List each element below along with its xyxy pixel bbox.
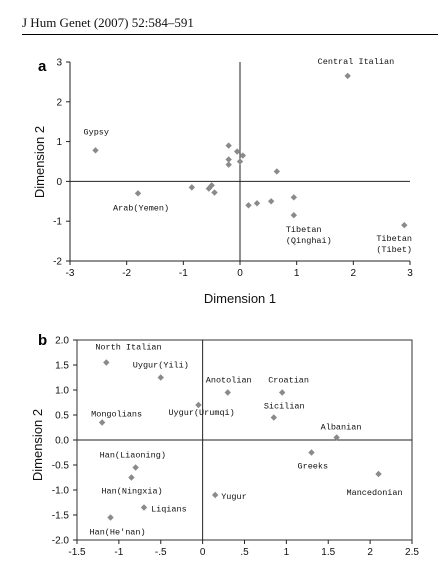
panel-b-y-tick-label: -2.0: [52, 536, 70, 547]
panel-a-point: [236, 158, 244, 165]
panel-a-y-tick-label: -2: [53, 257, 62, 268]
panel-a-point-label: (Tibet): [376, 245, 412, 255]
panel-a-point: [188, 184, 196, 191]
panel-b-x-tick-label: 2.5: [405, 547, 419, 558]
panel-b-point-label: Han(Ningxia): [101, 487, 162, 497]
panel-b-point-sicilian: [270, 414, 278, 421]
panel-b-point-mongolians: [98, 419, 106, 426]
panel-a-point: [273, 168, 281, 175]
panel-b-point-label: Sicilian: [264, 402, 305, 412]
panel-b-y-tick-label: 0.5: [55, 411, 69, 422]
panel-b-point-mancedonian: [375, 470, 382, 478]
panel-b-x-tick-label: 1: [284, 547, 290, 558]
panel-b-point-han-he-nan: [107, 514, 114, 521]
panel-b-point-yugur: [211, 491, 219, 499]
panel-a-x-tick-label: 0: [237, 268, 243, 279]
panel-a-point: [267, 198, 275, 205]
panel-a-point: [239, 152, 247, 159]
panel-a-x-tick-label: 1: [294, 268, 300, 279]
panel-a-point-central-italian: [344, 72, 351, 80]
panel-b-point-uygur-urumqi: [195, 401, 202, 409]
panel-b-y-tick-label: -1.5: [52, 511, 70, 522]
panel-b-point-label: Mongolians: [91, 410, 142, 420]
panel-b-point-greeks: [308, 449, 315, 456]
panel-b-point-uygur-yili: [157, 374, 164, 381]
panel-a-x-tick-label: -1: [179, 268, 188, 279]
panel-b-point-anotolian: [224, 389, 231, 396]
panel-b-point-label: Croatian: [268, 376, 309, 386]
panel-a-point-label: Tibetan: [286, 225, 322, 235]
panel-b-letter: b: [38, 332, 47, 349]
panel-a-letter: a: [38, 58, 47, 75]
panel-b-y-tick-label: 2.0: [55, 336, 69, 347]
panel-b-x-tick-label: -.5: [155, 547, 167, 558]
panel-b-y-tick-label: 0.0: [55, 436, 69, 447]
panel-a-point: [245, 202, 252, 209]
panel-a-y-tick-label: -1: [53, 217, 62, 228]
panel-a-y-tick-label: 2: [56, 97, 62, 108]
panel-a-point-arab-yemen: [134, 190, 142, 197]
panel-a-point-label: Arab(Yemen): [113, 203, 169, 213]
panel-a-point-label: Tibetan: [376, 234, 412, 244]
panel-b-x-tick-label: -1.5: [68, 547, 86, 558]
panel-b-point-label: Yugur: [221, 492, 247, 502]
panel-a-y-axis-title: Dimension 2: [32, 126, 47, 198]
panel-b-point-label: Greeks: [298, 462, 329, 472]
panel-a-point: [290, 194, 298, 201]
panel-a-point: [225, 156, 232, 163]
panel-b-point-label: Liqians: [151, 505, 187, 515]
panel-b-point-label: Uygur(Yili): [133, 361, 189, 371]
panel-a-point: [233, 148, 241, 155]
panel-b-point-han-liaoning: [132, 464, 139, 471]
panel-b-point-label: Han(Liaoning): [100, 451, 166, 461]
panel-a-x-tick-label: 3: [407, 268, 413, 279]
panel-b-point-label: Albanian: [321, 423, 362, 433]
panel-b-y-tick-label: -1.0: [52, 486, 70, 497]
panel-b-point-label: North Italian: [95, 343, 161, 353]
panel-a-point-gypsy: [92, 147, 99, 154]
panel-b-point-label: Mancedonian: [347, 488, 403, 498]
panel-a-point: [211, 189, 218, 196]
panel-a-x-axis-title: Dimension 1: [204, 291, 276, 306]
panel-b-point-albanian: [333, 434, 340, 441]
panel-a-x-tick-label: -2: [122, 268, 131, 279]
panel-a-point: [225, 161, 232, 168]
panel-b-y-tick-label: -0.5: [52, 461, 70, 472]
panel-b-x-tick-label: 0: [200, 547, 206, 558]
panel-a-point-label: (Qinghai): [286, 236, 332, 246]
panel-b-y-tick-label: 1.5: [55, 361, 69, 372]
panel-b-point-han-ningxia: [128, 474, 135, 481]
panel-a-y-tick-label: 0: [56, 177, 62, 188]
panel-b-x-tick-label: 2: [367, 547, 373, 558]
panel-b-x-tick-label: -1: [114, 547, 123, 558]
panel-b-point-label: Uygur(Urumqi): [168, 408, 234, 418]
journal-citation: J Hum Genet (2007) 52:584–591: [22, 15, 194, 30]
chart-panel-b: -1.5 -1 -.5 0.5 1 1.5 2 2.5-2.0-1.5-1.0-0.50.00…: [30, 332, 419, 558]
panel-b-y-axis-title: Dimension 2: [30, 409, 45, 481]
panel-a-point: [253, 200, 261, 207]
panel-b-y-tick-label: 1.0: [55, 386, 69, 397]
panel-a-point-tibetan-qinghai: [290, 212, 298, 219]
panel-b-point-liqians: [140, 504, 148, 511]
panel-b-x-tick-label: .5: [240, 547, 249, 558]
panel-b-point-label: Anotolian: [206, 376, 252, 386]
panel-b-x-tick-label: 1.5: [321, 547, 335, 558]
header-rule: [22, 34, 438, 35]
panel-a-point-tibetan-tibet: [401, 221, 408, 229]
panel-a-point: [208, 182, 215, 189]
panel-a-y-tick-label: 3: [56, 58, 62, 69]
panel-b-point-north-italian: [103, 359, 110, 366]
panel-a-x-tick-label: 2: [351, 268, 357, 279]
panel-a-point-label: Gypsy: [84, 127, 110, 137]
panel-b-point-label: Han(He'nan): [90, 528, 146, 538]
panel-a-point-label: Central Italian: [318, 57, 395, 67]
panel-b-point-croatian: [278, 389, 286, 396]
panel-a-point: [225, 142, 232, 149]
panel-a-y-tick-label: 1: [56, 137, 62, 148]
panel-a-x-tick-label: -3: [66, 268, 75, 279]
